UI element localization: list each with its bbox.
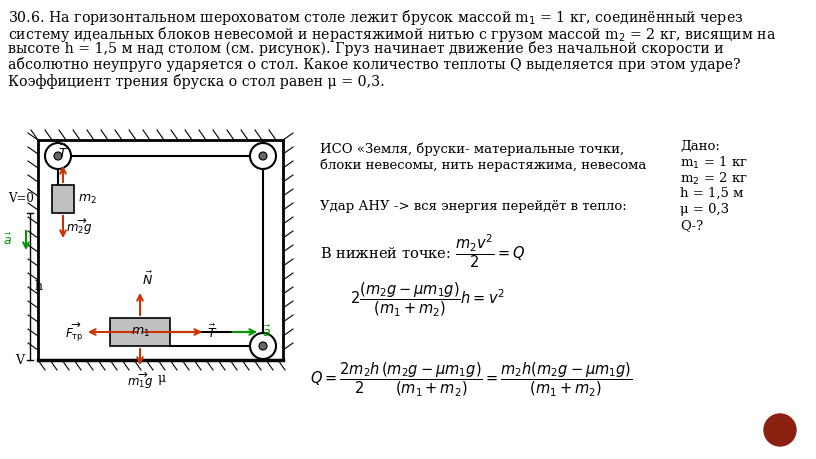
Ellipse shape (250, 333, 276, 359)
Text: систему идеальных блоков невесомой и нерастяжимой нитью с грузом массой m$_2$ = : систему идеальных блоков невесомой и нер… (8, 24, 776, 44)
Circle shape (764, 414, 796, 446)
Text: Удар АНУ -> вся энергия перейдёт в тепло:: Удар АНУ -> вся энергия перейдёт в тепло… (320, 200, 627, 213)
Text: Дано:: Дано: (680, 140, 720, 153)
Text: $\overrightarrow{F_{\rm тр}}$: $\overrightarrow{F_{\rm тр}}$ (64, 320, 83, 344)
Text: m$_1$ = 1 кг: m$_1$ = 1 кг (680, 155, 747, 171)
Text: $\vec{a}$: $\vec{a}$ (262, 325, 272, 340)
Text: μ: μ (158, 372, 166, 385)
Text: μ = 0,3: μ = 0,3 (680, 203, 730, 216)
Text: $\vec{T}$: $\vec{T}$ (207, 324, 217, 341)
Ellipse shape (45, 143, 71, 169)
Text: Q-?: Q-? (680, 219, 703, 232)
Text: 30.6. На горизонтальном шероховатом столе лежит брусок массой m$_1$ = 1 кг, соед: 30.6. На горизонтальном шероховатом стол… (8, 8, 743, 27)
Text: V: V (15, 353, 24, 366)
Ellipse shape (250, 143, 276, 169)
Ellipse shape (259, 342, 267, 350)
Text: $m_1$: $m_1$ (131, 325, 149, 339)
Text: $m_2$: $m_2$ (78, 192, 97, 206)
Text: ИСО «Земля, бруски- материальные точки,: ИСО «Земля, бруски- материальные точки, (320, 143, 624, 157)
Text: $\vec{T}$: $\vec{T}$ (58, 144, 69, 161)
Text: Коэффициент трения бруска о стол равен μ = 0,3.: Коэффициент трения бруска о стол равен μ… (8, 74, 385, 89)
Text: h: h (35, 280, 43, 293)
Text: m$_2$ = 2 кг: m$_2$ = 2 кг (680, 171, 747, 187)
Bar (52, 185, 74, 213)
Text: высоте h = 1,5 м над столом (см. рисунок). Груз начинает движение без начальной : высоте h = 1,5 м над столом (см. рисунок… (8, 41, 724, 56)
Text: V=0: V=0 (8, 192, 34, 206)
Ellipse shape (259, 152, 267, 160)
Text: $2\dfrac{(m_2 g - \mu m_1 g)}{(m_1 + m_2)} h = v^2$: $2\dfrac{(m_2 g - \mu m_1 g)}{(m_1 + m_2… (350, 280, 505, 318)
Text: блоки невесомы, нить нерастяжима, невесома: блоки невесомы, нить нерастяжима, невесо… (320, 158, 646, 172)
Text: $\overrightarrow{m_2 g}$: $\overrightarrow{m_2 g}$ (66, 217, 92, 237)
Text: h = 1,5 м: h = 1,5 м (680, 187, 743, 200)
Ellipse shape (54, 152, 62, 160)
Text: В нижней точке: $\dfrac{m_2 v^2}{2} = Q$: В нижней точке: $\dfrac{m_2 v^2}{2} = Q$ (320, 232, 526, 270)
Text: $\vec{a}$: $\vec{a}$ (2, 232, 12, 248)
Text: $\overrightarrow{m_1 g}$: $\overrightarrow{m_1 g}$ (127, 370, 153, 391)
Text: $\vec{N}$: $\vec{N}$ (142, 271, 153, 288)
Bar (110, 318, 170, 346)
Text: $Q = \dfrac{2m_2 h}{2}\dfrac{(m_2 g - \mu m_1 g)}{(m_1 + m_2)} = \dfrac{m_2 h(m_: $Q = \dfrac{2m_2 h}{2}\dfrac{(m_2 g - \m… (310, 360, 632, 398)
Text: абсолютно неупруго ударяется о стол. Какое количество теплоты Q выделяется при э: абсолютно неупруго ударяется о стол. Как… (8, 57, 740, 73)
